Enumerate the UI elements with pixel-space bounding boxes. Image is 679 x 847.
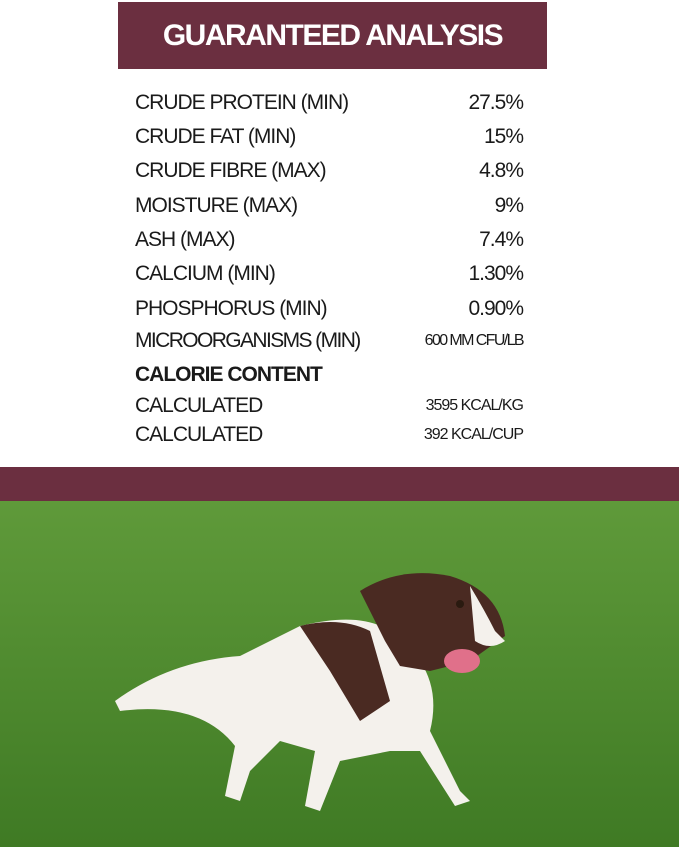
analysis-row: CRUDE PROTEIN (MIN) 27.5% bbox=[135, 88, 524, 118]
row-value: 7.4% bbox=[479, 228, 524, 251]
row-value: 4.8% bbox=[479, 159, 524, 182]
row-value: 15% bbox=[483, 125, 524, 148]
analysis-row: MICROORGANISMS (MIN) 600 MM CFU/LB bbox=[135, 326, 525, 356]
row-label: CALCULATED bbox=[135, 394, 263, 417]
analysis-row: CRUDE FAT (MIN) 15% bbox=[135, 122, 524, 152]
row-label: CRUDE PROTEIN (MIN) bbox=[135, 91, 349, 114]
row-value: 1.30% bbox=[468, 262, 524, 285]
analysis-row: CRUDE FIBRE (MAX) 4.8% bbox=[135, 156, 524, 186]
dog bbox=[115, 573, 505, 811]
analysis-row: CALCIUM (MIN) 1.30% bbox=[135, 259, 524, 289]
row-value: 27.5% bbox=[468, 91, 524, 114]
row-value: 3595 KCAL/KG bbox=[425, 397, 524, 414]
calorie-heading: CALORIE CONTENT bbox=[135, 363, 323, 386]
title-banner: GUARANTEED ANALYSIS bbox=[118, 2, 547, 69]
dog-photo bbox=[0, 501, 679, 847]
divider-stripe bbox=[0, 467, 679, 501]
row-label: CALCULATED bbox=[135, 423, 263, 446]
row-value: 0.90% bbox=[468, 297, 524, 320]
analysis-row: ASH (MAX) 7.4% bbox=[135, 225, 524, 255]
row-label: MICROORGANISMS (MIN) bbox=[135, 329, 361, 352]
calorie-heading-row: CALORIE CONTENT bbox=[135, 360, 523, 390]
row-label: CRUDE FIBRE (MAX) bbox=[135, 159, 327, 182]
row-value: 9% bbox=[494, 194, 524, 217]
row-value: 392 KCAL/CUP bbox=[423, 426, 524, 443]
row-label: ASH (MAX) bbox=[135, 228, 236, 251]
analysis-row: MOISTURE (MAX) 9% bbox=[135, 191, 524, 221]
row-label: PHOSPHORUS (MIN) bbox=[135, 297, 328, 320]
title: GUARANTEED ANALYSIS bbox=[162, 18, 504, 52]
row-label: CALCIUM (MIN) bbox=[135, 262, 276, 285]
calorie-row: CALCULATED 392 KCAL/CUP bbox=[135, 420, 524, 450]
row-label: CRUDE FAT (MIN) bbox=[135, 125, 296, 148]
row-value: 600 MM CFU/LB bbox=[424, 332, 525, 349]
calorie-row: CALCULATED 3595 KCAL/KG bbox=[135, 391, 524, 421]
row-label: MOISTURE (MAX) bbox=[135, 194, 298, 217]
analysis-row: PHOSPHORUS (MIN) 0.90% bbox=[135, 294, 524, 324]
